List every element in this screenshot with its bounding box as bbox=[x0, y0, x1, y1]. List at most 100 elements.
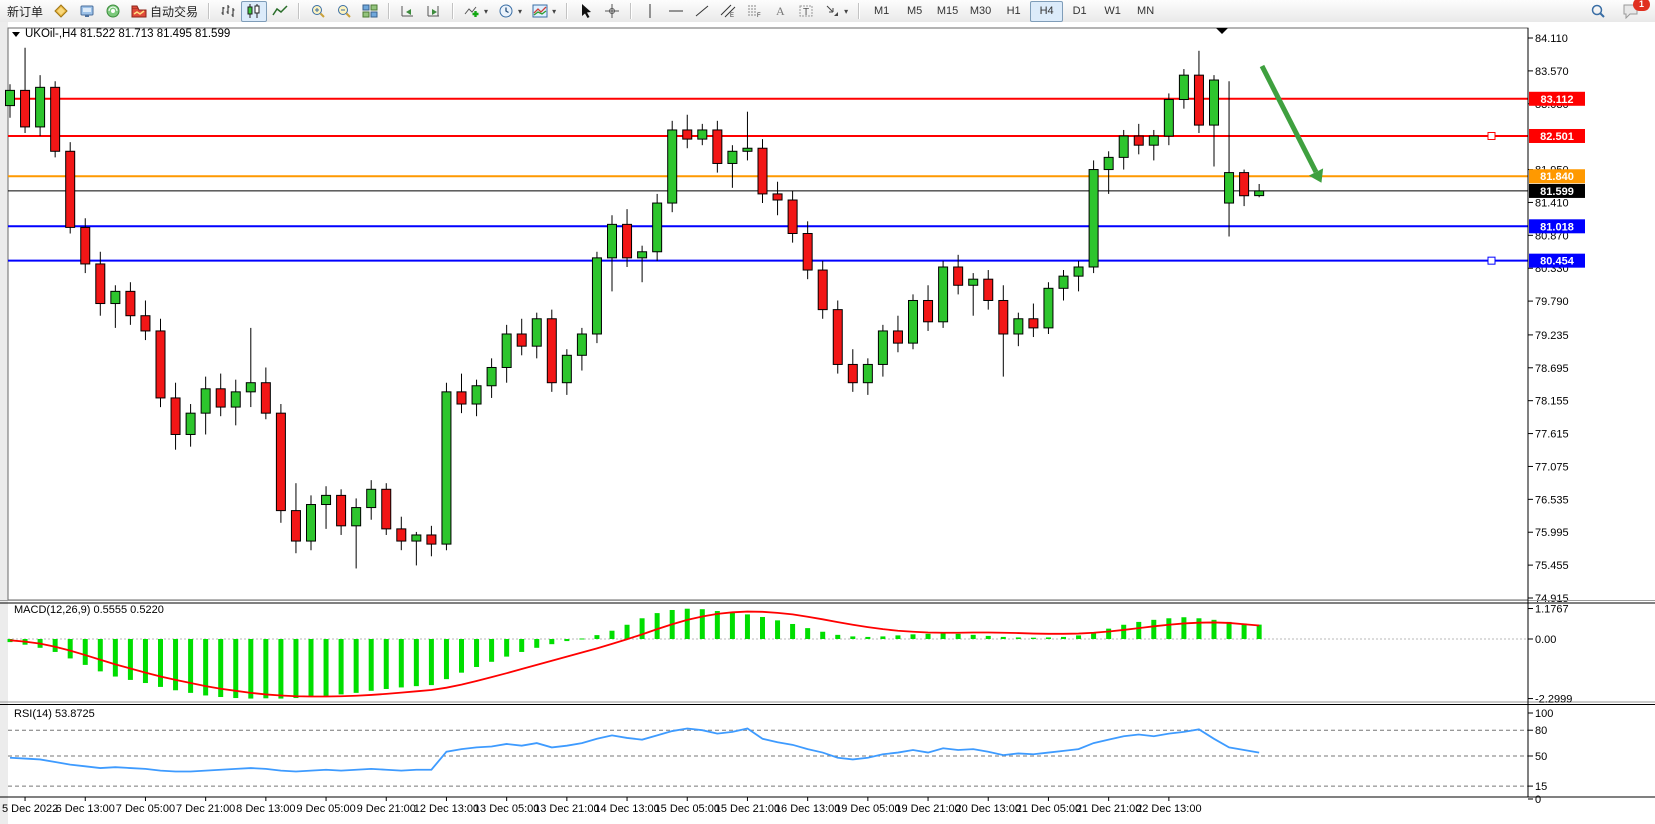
macd-histogram-bar bbox=[534, 639, 540, 648]
bullish-candle bbox=[245, 382, 256, 393]
macd-histogram-bar bbox=[940, 633, 946, 639]
signal-button[interactable] bbox=[100, 1, 126, 22]
macd-histogram-bar bbox=[1136, 621, 1142, 639]
notification-badge: 1 bbox=[1633, 0, 1650, 11]
price-tag bbox=[1529, 91, 1585, 106]
chart-shift-marker bbox=[1216, 28, 1228, 34]
tile-windows-button[interactable] bbox=[357, 1, 383, 22]
zoom-in-button[interactable] bbox=[305, 1, 331, 22]
toolbar-group-timeframes: M1 M5 M15 M30 H1 H4 D1 W1 MN bbox=[863, 0, 1164, 22]
toolbar-group-cursor bbox=[571, 0, 627, 22]
timeframe-w1[interactable]: W1 bbox=[1104, 5, 1121, 17]
notifications-button[interactable]: 1 bbox=[1617, 0, 1650, 22]
bullish-candle bbox=[1254, 190, 1265, 197]
time-axis-label: 20 Dec 13:00 bbox=[956, 803, 1021, 815]
timeframe-d1[interactable]: D1 bbox=[1072, 5, 1087, 17]
channel-button[interactable]: E bbox=[715, 1, 741, 22]
macd-histogram-bar bbox=[760, 616, 765, 639]
candlestick-chart-icon bbox=[246, 3, 262, 19]
bearish-candle bbox=[65, 150, 76, 228]
bearish-candle bbox=[847, 363, 858, 384]
line-handle[interactable] bbox=[1487, 256, 1496, 265]
cursor-button[interactable] bbox=[573, 1, 599, 22]
chart-shift-button[interactable] bbox=[421, 1, 447, 22]
candlestick-chart-button[interactable] bbox=[241, 0, 268, 22]
trendline-icon bbox=[694, 3, 710, 19]
macd-histogram-bar bbox=[1241, 623, 1247, 639]
timeframe-m5[interactable]: M5 bbox=[906, 5, 923, 17]
timeframe-m30[interactable]: M30 bbox=[969, 5, 992, 17]
bearish-candle bbox=[817, 269, 828, 311]
macd-histogram-bar bbox=[428, 639, 434, 686]
bearish-candle bbox=[170, 397, 181, 435]
dropdown-caret: ▾ bbox=[484, 6, 489, 16]
time-axis-label: 15 Dec 05:00 bbox=[655, 803, 720, 815]
toolbar-separator bbox=[630, 3, 633, 19]
bullish-candle bbox=[968, 278, 979, 286]
templates-button[interactable]: ▾ bbox=[527, 1, 561, 22]
autotrade-button[interactable]: 自动交易 bbox=[126, 1, 203, 22]
trend-arrow-annotation[interactable] bbox=[1259, 64, 1319, 174]
new-order-button[interactable]: 新订单 bbox=[2, 1, 48, 22]
bearish-candle bbox=[983, 278, 994, 301]
horizontal-line-button[interactable] bbox=[663, 1, 689, 22]
macd-axis-tick-label: 0.00 bbox=[1535, 634, 1556, 646]
trendline-button[interactable] bbox=[689, 1, 715, 22]
timeframe-mn[interactable]: MN bbox=[1137, 5, 1155, 17]
bullish-candle bbox=[667, 129, 678, 204]
macd-histogram-bar bbox=[383, 639, 389, 689]
indicators-button[interactable]: ▾ bbox=[459, 1, 493, 22]
macd-histogram-bar bbox=[52, 639, 58, 652]
auto-scroll-button[interactable] bbox=[395, 1, 421, 22]
rsi-label: RSI(14) 53.8725 bbox=[14, 708, 95, 720]
toolbar: 新订单 自动交易 bbox=[0, 0, 1655, 23]
text-button[interactable]: A bbox=[767, 1, 793, 22]
collapse-triangle-icon[interactable] bbox=[12, 31, 20, 37]
chart-window[interactable]: UKOil-,H4 81.522 81.713 81.495 81.599 MA… bbox=[0, 22, 1655, 824]
macd-histogram-bar bbox=[1015, 637, 1021, 639]
time-axis-label: 9 Dec 05:00 bbox=[296, 803, 355, 815]
periods-button[interactable]: ▾ bbox=[493, 1, 527, 22]
macd-histogram-bar bbox=[504, 639, 510, 657]
terminal-button[interactable] bbox=[74, 1, 100, 22]
time-axis-label: 21 Dec 05:00 bbox=[1016, 803, 1081, 815]
vertical-line-button[interactable] bbox=[637, 1, 663, 22]
bullish-candle bbox=[5, 89, 15, 107]
toolbar-right: 1 bbox=[1585, 0, 1655, 22]
text-label-icon: T bbox=[798, 3, 814, 19]
line-handle[interactable] bbox=[1487, 131, 1496, 140]
toolbar-separator bbox=[208, 3, 211, 19]
macd-histogram-bar bbox=[233, 639, 239, 699]
timeframe-m15[interactable]: M15 bbox=[936, 5, 959, 17]
svg-text:F: F bbox=[757, 13, 761, 19]
chart-canvas[interactable]: 84.11083.57083.03081.95081.41080.87080.3… bbox=[0, 22, 1655, 824]
line-chart-button[interactable] bbox=[267, 1, 293, 22]
macd-label: MACD(12,26,9) 0.5555 0.5220 bbox=[14, 604, 164, 616]
arrows-button[interactable]: ▾ bbox=[819, 1, 853, 22]
main-plot-border bbox=[7, 27, 1529, 601]
macd-histogram-bar bbox=[278, 639, 284, 699]
crosshair-button[interactable] bbox=[599, 1, 625, 22]
timeframe-h4[interactable]: H4 bbox=[1030, 0, 1064, 22]
timeframe-m1[interactable]: M1 bbox=[873, 5, 890, 17]
bullish-candle bbox=[938, 266, 949, 323]
macd-histogram-bar bbox=[1030, 637, 1036, 639]
bar-chart-icon bbox=[220, 3, 236, 19]
zoom-out-button[interactable] bbox=[331, 1, 357, 22]
bearish-candle bbox=[426, 534, 437, 545]
timeframe-h1[interactable]: H1 bbox=[1006, 5, 1021, 17]
bullish-candle bbox=[35, 86, 46, 128]
bearish-candle bbox=[832, 309, 843, 365]
seal-button[interactable] bbox=[48, 1, 74, 22]
fibonacci-button[interactable]: F bbox=[741, 1, 767, 22]
seal-icon bbox=[53, 3, 69, 19]
svg-text:E: E bbox=[730, 13, 734, 19]
macd-histogram-bar bbox=[729, 612, 735, 639]
search-button[interactable] bbox=[1585, 1, 1611, 22]
bar-chart-button[interactable] bbox=[215, 1, 241, 22]
time-axis-label: 14 Dec 13:00 bbox=[594, 803, 659, 815]
macd-histogram-bar bbox=[112, 639, 118, 677]
channel-icon: E bbox=[720, 3, 736, 19]
text-label-button[interactable]: T bbox=[793, 1, 819, 22]
rsi-axis-tick-label: 100 bbox=[1535, 708, 1553, 720]
